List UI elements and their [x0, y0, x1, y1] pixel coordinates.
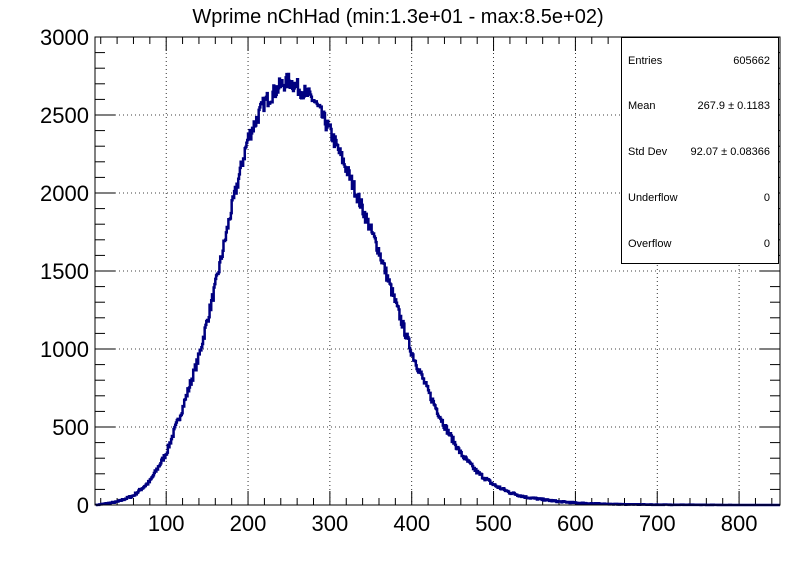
x-tick-label: 800 — [721, 511, 758, 536]
stat-label: Overflow — [628, 238, 672, 250]
x-tick-label: 100 — [148, 511, 185, 536]
stat-label: Std Dev — [628, 146, 668, 158]
x-tick-label: 200 — [230, 511, 267, 536]
y-tick-label: 0 — [77, 493, 89, 518]
x-tick-label: 400 — [393, 511, 430, 536]
stat-label: Entries — [628, 55, 663, 67]
x-tick-label: 300 — [312, 511, 349, 536]
stat-value: 267.9 ± 0.1183 — [697, 100, 770, 112]
x-tick-label: 700 — [639, 511, 676, 536]
stat-stddev: Std Dev 92.07 ± 0.08366 — [628, 146, 770, 158]
y-tick-label: 500 — [52, 415, 89, 440]
y-tick-label: 2000 — [40, 181, 89, 206]
x-tick-label: 500 — [475, 511, 512, 536]
stat-entries: Entries 605662 — [628, 55, 770, 67]
y-tick-label: 2500 — [40, 103, 89, 128]
tick-labels: 100 200 300 400 500 600 700 800 0 500 1000 1500 2000… — [40, 25, 757, 536]
stat-mean: Mean 267.9 ± 0.1183 — [628, 100, 770, 112]
stat-value: 605662 — [733, 55, 770, 67]
stat-value: 0 — [763, 192, 770, 204]
y-tick-label: 1500 — [40, 259, 89, 284]
stat-underflow: Underflow 0 — [628, 192, 770, 204]
plot-frame — [94, 36, 781, 506]
chart-title: Wprime nChHad (min:1.3e+01 - max:8.5e+02… — [192, 6, 604, 28]
y-tick-label: 1000 — [40, 337, 89, 362]
stat-value: 0 — [763, 238, 770, 250]
y-tick-label: 3000 — [40, 25, 89, 50]
stat-overflow: Overflow 0 — [628, 238, 770, 250]
stat-label: Mean — [628, 100, 656, 112]
x-tick-label: 600 — [557, 511, 594, 536]
stat-value: 92.07 ± 0.08366 — [690, 146, 770, 158]
stat-label: Underflow — [628, 192, 678, 204]
stats-box: Entries 605662 Mean 267.9 ± 0.1183 Std D… — [621, 37, 779, 264]
